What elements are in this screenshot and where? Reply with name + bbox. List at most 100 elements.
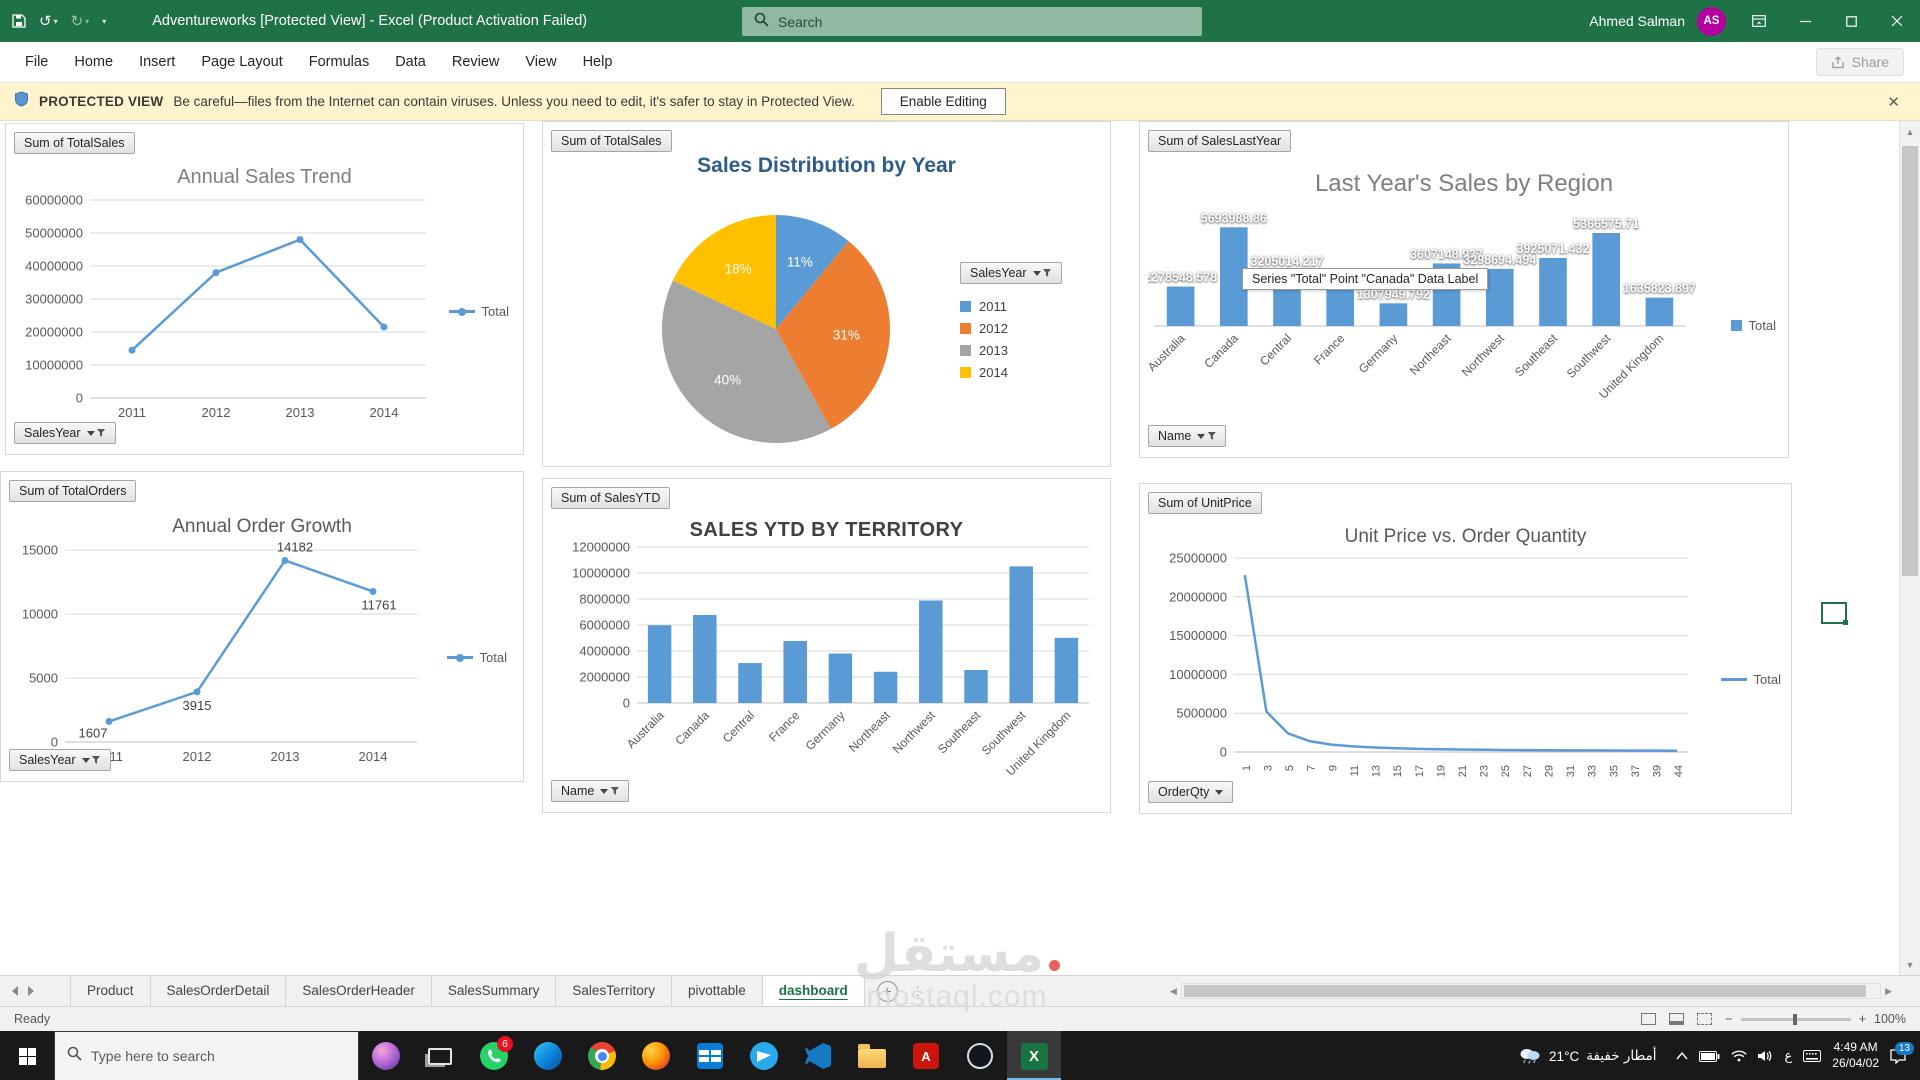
pivot-field-button[interactable]: Sum of UnitPrice	[1148, 492, 1262, 514]
firefox-icon[interactable]	[629, 1031, 683, 1080]
page-layout-view-icon[interactable]	[1669, 1013, 1685, 1025]
tray-time: 4:49 AM	[1833, 1040, 1878, 1055]
maximize-button[interactable]	[1828, 0, 1874, 42]
pivot-field-button[interactable]: Sum of TotalSales	[14, 132, 135, 154]
chart-card-unit-price[interactable]: Sum of UnitPrice Unit Price vs. Order Qu…	[1139, 483, 1792, 814]
task-view-icon[interactable]	[413, 1031, 467, 1080]
chart-card-last-years-sales[interactable]: Sum of SalesLastYear Last Year's Sales b…	[1139, 121, 1789, 458]
language-indicator[interactable]: ع	[1784, 1048, 1793, 1064]
telegram-icon[interactable]	[737, 1031, 791, 1080]
whatsapp-icon[interactable]: 6	[467, 1031, 521, 1080]
obs-icon[interactable]	[953, 1031, 1007, 1080]
keyboard-icon[interactable]	[1803, 1050, 1822, 1062]
zoom-level[interactable]: 100%	[1874, 1012, 1906, 1026]
titlebar-search[interactable]	[742, 7, 1202, 36]
clock[interactable]: 4:49 AM 26/04/02	[1832, 1040, 1879, 1071]
share-button[interactable]: Share	[1815, 48, 1904, 76]
scroll-down-icon[interactable]: ▼	[1905, 959, 1915, 970]
volume-icon[interactable]	[1757, 1050, 1774, 1062]
tab-help[interactable]: Help	[582, 54, 613, 70]
acrobat-icon[interactable]: A	[899, 1031, 953, 1080]
chevron-up-icon[interactable]	[1675, 1052, 1688, 1060]
tab-page-layout[interactable]: Page Layout	[201, 54, 283, 70]
scroll-up-icon[interactable]: ▲	[1905, 126, 1915, 137]
tab-view[interactable]: View	[525, 54, 557, 70]
sheet-tab-pivottable[interactable]: pivottable	[672, 976, 763, 1006]
ribbon-display-options-icon[interactable]	[1736, 0, 1782, 42]
start-button[interactable]	[0, 1031, 54, 1080]
sheet-tab-salesorderdetail[interactable]: SalesOrderDetail	[151, 976, 287, 1006]
page-break-view-icon[interactable]	[1697, 1013, 1713, 1025]
vscode-icon[interactable]	[791, 1031, 845, 1080]
scrollbar-thumb[interactable]	[1902, 146, 1918, 576]
svg-text:0: 0	[623, 696, 630, 711]
minimize-button[interactable]	[1782, 0, 1828, 42]
selected-cell[interactable]	[1821, 602, 1848, 625]
sheet-tab-salessummary[interactable]: SalesSummary	[432, 976, 557, 1006]
tab-formulas[interactable]: Formulas	[308, 54, 370, 70]
undo-icon[interactable]: ↺ ▾	[39, 13, 58, 30]
action-center-icon[interactable]: 13	[1890, 1041, 1914, 1064]
sheet-tab-product[interactable]: Product	[71, 976, 151, 1006]
filter-icon	[81, 755, 101, 765]
next-sheet-icon[interactable]	[28, 986, 34, 996]
sheet-tab-dashboard[interactable]: dashboard	[762, 976, 865, 1006]
close-bar-icon[interactable]: ✕	[1887, 93, 1900, 111]
tab-insert[interactable]: Insert	[139, 54, 176, 70]
search-icon	[67, 1046, 82, 1066]
sheet-tab-salesterritory[interactable]: SalesTerritory	[556, 976, 672, 1006]
prev-sheet-icon[interactable]	[12, 986, 18, 996]
edge-icon[interactable]	[521, 1031, 575, 1080]
zoom-slider[interactable]	[1740, 1013, 1851, 1025]
tab-file[interactable]: File	[25, 54, 49, 70]
excel-icon[interactable]: X	[1007, 1031, 1061, 1080]
pivot-field-button[interactable]: Sum of TotalOrders	[9, 480, 137, 502]
tab-home[interactable]: Home	[74, 54, 114, 70]
legend-field-button[interactable]: SalesYear	[960, 262, 1062, 284]
new-sheet-button[interactable]: +	[876, 980, 898, 1002]
vertical-scrollbar[interactable]: ▲ ▼	[1899, 121, 1920, 975]
normal-view-icon[interactable]	[1641, 1013, 1657, 1025]
weather-widget[interactable]: 21°C أمطار خفيفة	[1510, 1046, 1664, 1067]
redo-icon[interactable]: ↻ ▾	[70, 13, 90, 30]
microsoft-store-icon[interactable]	[683, 1031, 737, 1080]
axis-filter-button[interactable]: Name	[1148, 425, 1227, 447]
file-explorer-icon[interactable]	[845, 1031, 899, 1080]
tab-splitter[interactable]: ⋮	[911, 984, 924, 998]
tab-data[interactable]: Data	[395, 54, 426, 70]
pivot-field-button[interactable]: Sum of SalesYTD	[551, 487, 671, 509]
scrollbar-thumb[interactable]	[1183, 985, 1867, 997]
sheet-tab-salesorderheader[interactable]: SalesOrderHeader	[286, 976, 432, 1006]
axis-filter-button[interactable]: Name	[551, 780, 630, 802]
chart-card-sales-ytd[interactable]: Sum of SalesYTD SALES YTD BY TERRITORY 0…	[542, 478, 1111, 813]
zoom-in-icon[interactable]: +	[1858, 1012, 1867, 1026]
horizontal-scrollbar[interactable]: ◀ ▶	[1170, 981, 1892, 1001]
scrollbar-track[interactable]	[1180, 983, 1882, 999]
scroll-left-icon[interactable]: ◀	[1170, 985, 1177, 996]
chart-card-sales-distribution[interactable]: Sum of TotalSales Sales Distribution by …	[542, 121, 1111, 467]
enable-editing-button[interactable]: Enable Editing	[880, 88, 1006, 115]
chrome-icon[interactable]	[575, 1031, 629, 1080]
app-photos-icon[interactable]	[359, 1031, 413, 1080]
pivot-field-button[interactable]: Sum of SalesLastYear	[1148, 130, 1292, 152]
close-button[interactable]	[1874, 0, 1920, 42]
chart-card-annual-sales-trend[interactable]: Sum of TotalSales Annual Sales Trend 0 10…	[5, 123, 524, 455]
axis-filter-button[interactable]: SalesYear	[14, 422, 116, 444]
chart-card-annual-order-growth[interactable]: Sum of TotalOrders Annual Order Growth 0…	[0, 471, 524, 782]
avatar[interactable]: AS	[1697, 6, 1726, 36]
axis-filter-button[interactable]: SalesYear	[9, 749, 111, 771]
svg-text:8000000: 8000000	[579, 592, 630, 607]
scroll-right-icon[interactable]: ▶	[1885, 985, 1892, 996]
search-input[interactable]	[778, 13, 1190, 30]
wifi-icon[interactable]	[1730, 1050, 1747, 1062]
taskbar-search-input[interactable]	[91, 1048, 346, 1064]
battery-icon[interactable]	[1698, 1050, 1720, 1062]
pivot-field-button[interactable]: Sum of TotalSales	[551, 130, 672, 152]
axis-filter-button[interactable]: OrderQty	[1148, 781, 1234, 803]
customize-quick-access-icon[interactable]: ▾	[102, 16, 107, 26]
tab-review[interactable]: Review	[451, 54, 500, 70]
taskbar-search[interactable]	[54, 1031, 359, 1080]
save-icon[interactable]	[12, 14, 26, 28]
user-name[interactable]: Ahmed Salman	[1589, 13, 1685, 29]
zoom-out-icon[interactable]: −	[1725, 1012, 1733, 1026]
